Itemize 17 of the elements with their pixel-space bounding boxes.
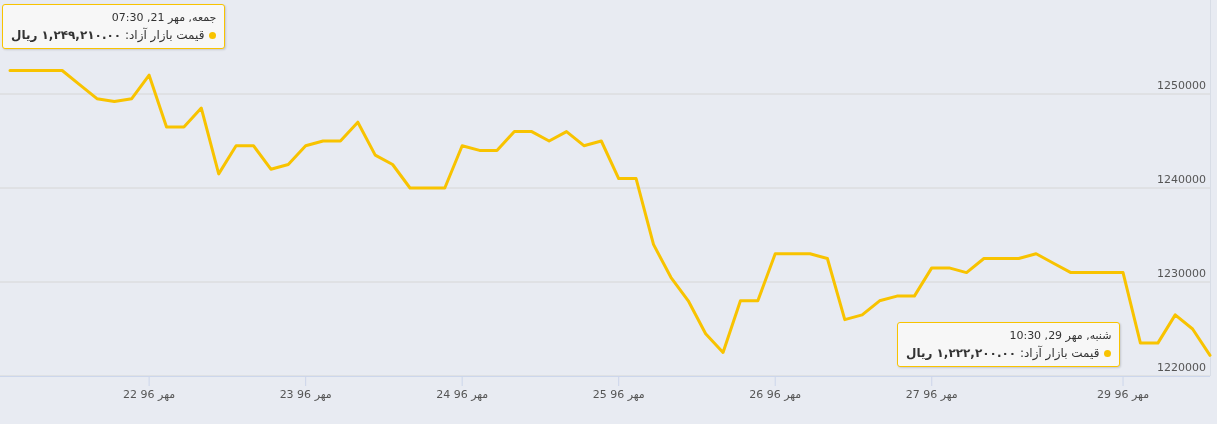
x-tick-label: 27 96 مهر: [905, 388, 958, 401]
x-tick-label: 29 96 مهر: [1097, 388, 1150, 401]
y-tick-label: 1250000: [1157, 79, 1206, 92]
annotation: قیمت بازار آزاد: ۱,۲۲۲,۲۰۰.۰۰ ریال: [906, 346, 1100, 360]
x-tick-label: 22 96 مهر: [123, 388, 176, 401]
y-tick-label: 1230000: [1157, 267, 1206, 280]
annotation: شنبه, مهر 29, 10:30: [1009, 329, 1112, 342]
tooltip: شنبه, مهر 29, 10:30 قیمت بازار آزاد: ۱,۲۲۲,۲۰۰.۰۰ ریال: [897, 322, 1121, 367]
annotation: جمعه, مهر 21, 07:30: [111, 11, 217, 24]
y-tick-label: 1240000: [1157, 173, 1206, 186]
x-tick-label: 24 96 مهر: [436, 388, 489, 401]
x-tick-label: 23 96 مهر: [279, 388, 332, 401]
annotation: قیمت بازار آزاد: ۱,۲۴۹,۲۱۰.۰۰ ریال: [11, 28, 205, 42]
x-tick-label: 25 96 مهر: [592, 388, 645, 401]
y-tick-label: 1220000: [1157, 361, 1206, 374]
tooltip: جمعه, مهر 21, 07:30 قیمت بازار آزاد: ۱,۲۴۹,۲۱۰.۰۰ ریال: [2, 4, 226, 49]
x-tick-label: 26 96 مهر: [749, 388, 802, 401]
